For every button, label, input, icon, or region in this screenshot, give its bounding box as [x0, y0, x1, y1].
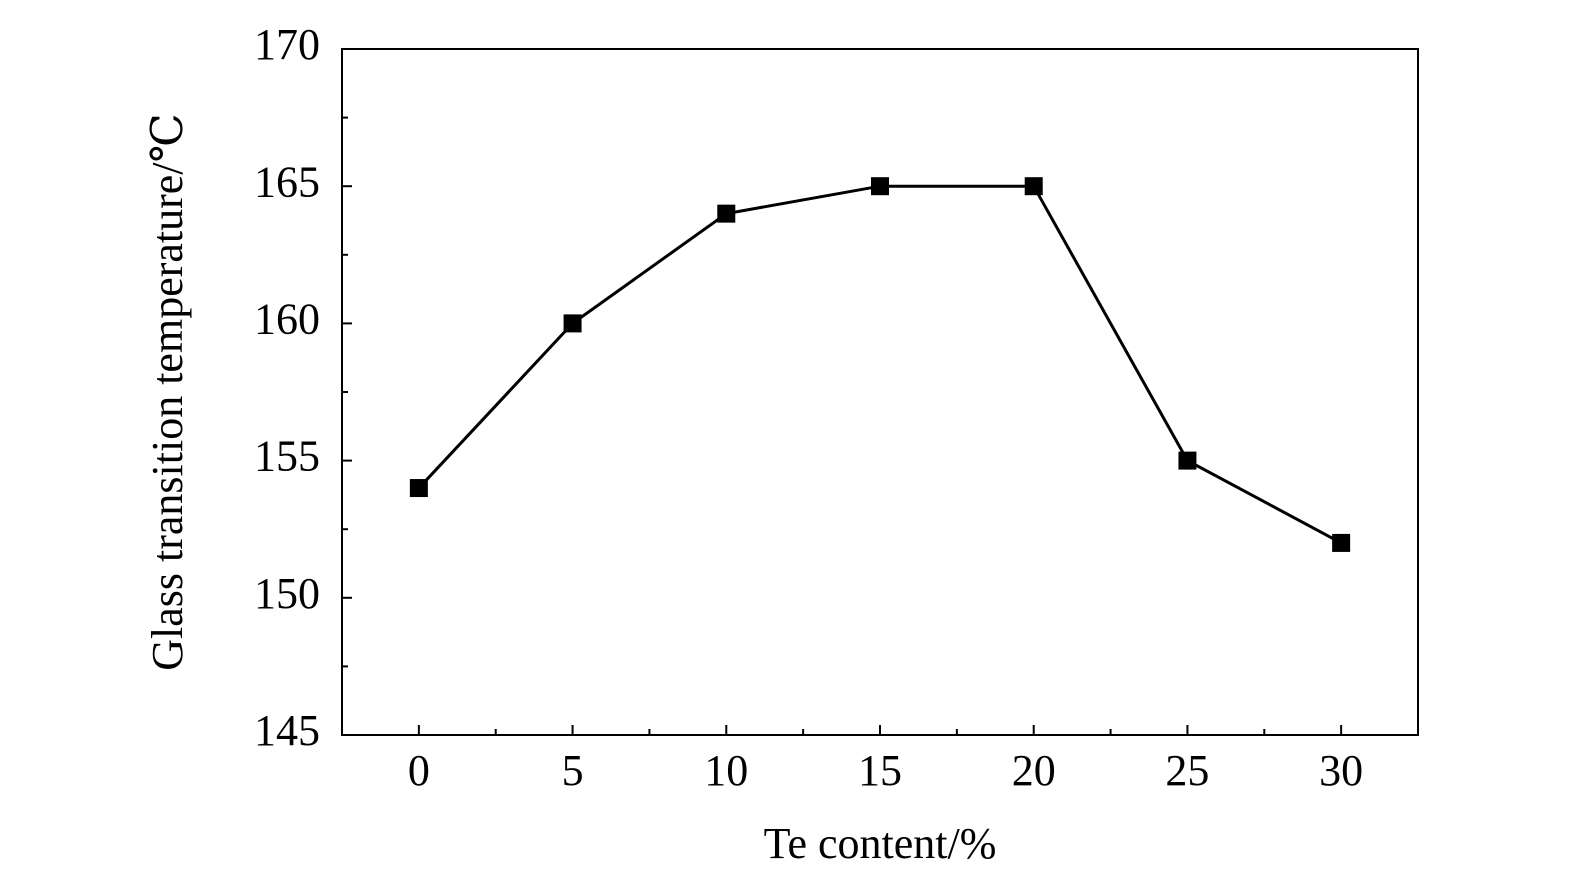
y-tick-label: 160 [254, 294, 320, 343]
x-tick-label: 0 [408, 746, 430, 795]
marker [409, 479, 428, 498]
marker [1024, 177, 1043, 196]
y-tick-label: 150 [254, 569, 320, 618]
y-tick-label: 170 [254, 20, 320, 69]
y-axis-label: Glass transition temperature/℃ [143, 113, 192, 671]
marker [717, 204, 736, 223]
x-tick-label: 20 [1012, 746, 1056, 795]
y-tick-label: 165 [254, 157, 320, 206]
x-tick-label: 5 [562, 746, 584, 795]
marker [871, 177, 889, 196]
plot-frame [341, 48, 1419, 736]
marker [1332, 533, 1351, 552]
y-tick-label: 155 [254, 432, 320, 481]
x-tick-label: 30 [1319, 746, 1363, 795]
x-tick-label: 25 [1165, 746, 1209, 795]
series-line [417, 184, 1342, 545]
marker [1178, 451, 1197, 470]
x-tick-label: 10 [704, 746, 748, 795]
x-tick-label: 15 [858, 746, 902, 795]
y-tick-label: 145 [254, 706, 320, 755]
marker [563, 314, 582, 333]
x-axis-label: Te content/% [764, 819, 997, 868]
